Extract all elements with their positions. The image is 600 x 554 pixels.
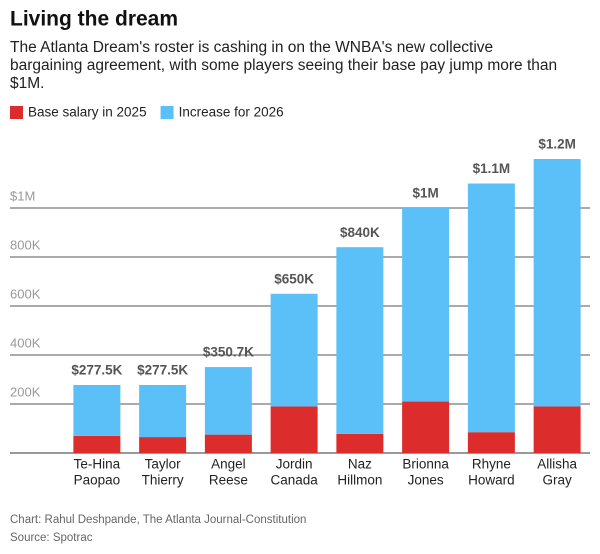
x-tick-label: Thierry — [142, 473, 184, 488]
y-tick-label: 200K — [10, 384, 41, 399]
y-tick-label: 600K — [10, 286, 41, 301]
total-label: $350.7K — [203, 345, 254, 360]
total-label: $1.2M — [538, 137, 576, 152]
x-tick-label: Allisha — [537, 457, 577, 472]
bar-segment — [139, 437, 187, 453]
total-label: $1M — [412, 186, 438, 201]
x-tick-label: Te-Hina — [74, 457, 121, 472]
y-tick-label: 400K — [10, 335, 41, 350]
subtitle: bargaining agreement, with some players … — [10, 57, 557, 74]
x-tick-label: Jordin — [276, 457, 313, 472]
legend-label: Base salary in 2025 — [28, 105, 147, 120]
x-tick-label: Naz — [348, 457, 372, 472]
subtitle: $1M. — [10, 75, 44, 92]
footer: Chart: Rahul Deshpande, The Atlanta Jour… — [10, 514, 306, 526]
x-tick-label: Angel — [211, 457, 246, 472]
x-tick-label: Gray — [542, 473, 572, 488]
bar-segment — [533, 406, 581, 453]
bar-segment — [204, 434, 252, 453]
x-tick-label: Taylor — [145, 457, 182, 472]
subtitle: The Atlanta Dream's roster is cashing in… — [10, 39, 493, 56]
bar-segment — [402, 208, 450, 402]
total-label: $277.5K — [137, 363, 188, 378]
total-label: $277.5K — [71, 363, 122, 378]
bar-segment — [467, 432, 515, 453]
x-tick-label: Howard — [468, 473, 515, 488]
y-tick-label: 800K — [10, 237, 41, 252]
legend-swatch — [160, 106, 174, 119]
bar-segment — [467, 183, 515, 433]
footer: Source: Spotrac — [10, 532, 93, 544]
bar-segment — [73, 385, 121, 436]
bar-segment — [270, 406, 318, 453]
bar-segment — [139, 385, 187, 438]
total-label: $1.1M — [473, 161, 511, 176]
bar-segment — [336, 247, 384, 434]
x-tick-label: Paopao — [74, 473, 121, 488]
bar-segment — [204, 367, 252, 435]
bar-segment — [270, 293, 318, 407]
bar-segment — [533, 159, 581, 407]
x-tick-label: Jones — [408, 473, 444, 488]
x-tick-label: Reese — [209, 473, 248, 488]
legend-swatch — [10, 106, 23, 119]
chart-title: Living the dream — [10, 8, 178, 31]
total-label: $840K — [340, 225, 380, 240]
bar-segment — [73, 435, 121, 453]
legend-label: Increase for 2026 — [179, 105, 284, 120]
x-tick-label: Hillmon — [337, 473, 382, 488]
total-label: $650K — [274, 271, 314, 286]
bar-segment — [402, 401, 450, 453]
x-tick-label: Brionna — [402, 457, 449, 472]
y-tick-label: $1M — [10, 188, 35, 203]
x-tick-label: Rhyne — [472, 457, 511, 472]
bar-segment — [336, 433, 384, 453]
x-tick-label: Canada — [270, 473, 318, 488]
